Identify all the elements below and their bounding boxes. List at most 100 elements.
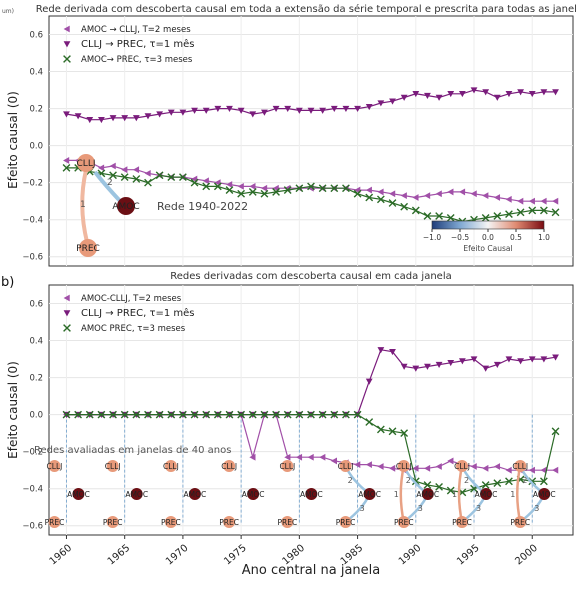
data-point — [482, 365, 490, 372]
inset-node-cllj-label: CLLJ — [77, 159, 96, 169]
data-point — [528, 197, 535, 205]
data-point — [319, 453, 326, 461]
window-network-1990: 21 3 CLLJ AMOC PREC — [394, 460, 439, 528]
data-point — [121, 115, 129, 122]
y-tick-label: −0.6 — [22, 253, 43, 263]
legend-label-1: CLLJ → PREC, τ=1 mês — [81, 307, 195, 319]
data-point — [447, 457, 454, 465]
data-point — [552, 354, 559, 361]
data-point — [225, 410, 234, 419]
data-point — [517, 89, 524, 96]
data-point — [493, 94, 501, 101]
data-point — [493, 463, 501, 470]
inset-network-label: Rede 1940-2022 — [157, 200, 248, 213]
window-node-cllj — [223, 460, 236, 472]
data-point — [213, 410, 222, 419]
data-point — [202, 177, 209, 185]
data-point — [458, 188, 466, 196]
window-node-label: CLLJ — [279, 462, 295, 471]
window-node-label: PREC — [219, 518, 239, 527]
data-point — [109, 410, 117, 419]
data-point — [62, 410, 71, 419]
window-edge-lag: 2 — [406, 476, 411, 485]
data-point — [435, 94, 443, 101]
x-tick-label: 2000 — [513, 543, 540, 568]
data-point — [120, 173, 129, 182]
data-point — [98, 164, 105, 172]
data-point — [493, 212, 502, 220]
colorbar-ticks: −1.0 −0.5 0.0 0.5 1.0 — [423, 229, 550, 242]
data-point — [307, 410, 315, 419]
window-node-prec — [48, 516, 61, 528]
y-tick-label: −0.4 — [22, 485, 43, 495]
data-point — [132, 166, 140, 174]
colorbar-tick-label: 1.0 — [538, 233, 550, 242]
window-network-1965: CLLJ AMOC PREC — [103, 460, 148, 528]
data-point — [481, 481, 490, 489]
panel-b-series — [62, 347, 560, 497]
data-point — [132, 115, 140, 122]
data-point — [458, 91, 466, 98]
window-node-prec — [281, 516, 294, 528]
data-point — [400, 192, 407, 200]
data-point — [447, 188, 454, 196]
data-point — [435, 361, 443, 369]
data-point — [516, 208, 525, 217]
window-node-prec — [456, 516, 469, 528]
data-point — [202, 410, 211, 419]
data-point — [540, 356, 548, 363]
data-point — [319, 107, 327, 114]
legend-marker-1 — [63, 41, 71, 48]
window-node-label: PREC — [394, 518, 414, 527]
data-point — [435, 463, 442, 470]
window-node-amoc — [130, 488, 143, 500]
data-point — [132, 175, 141, 183]
panel-a-ylabel: Efeito causal (0) — [6, 91, 20, 189]
data-point — [505, 356, 513, 363]
data-point — [249, 182, 256, 190]
window-edge-lag: 3 — [534, 504, 539, 513]
window-network-2000: 21 3 CLLJ AMOC PREC — [510, 460, 556, 528]
data-point — [470, 356, 478, 363]
data-point — [377, 188, 384, 196]
data-point — [191, 107, 198, 114]
data-point — [389, 348, 396, 356]
data-point — [272, 105, 280, 112]
data-point — [190, 410, 199, 419]
x-tick-label: 1990 — [397, 543, 424, 568]
data-point — [144, 170, 151, 177]
panel-b-window-networks: CLLJAMOCPRECCLLJAMOCPRECCLLJAMOCPRECCLLJ… — [45, 460, 556, 528]
data-point — [389, 190, 396, 198]
data-point — [552, 89, 559, 96]
data-point — [424, 192, 431, 200]
window-node-label: AMOC — [67, 490, 90, 499]
panel-b-chart: b) Redes derivadas com descoberta causal… — [1, 271, 574, 578]
window-edge-lag: 3 — [476, 504, 481, 513]
window-edge-lag: 1 — [394, 490, 399, 499]
data-point — [214, 105, 222, 112]
data-point — [85, 410, 94, 419]
data-point — [155, 171, 164, 180]
window-node-label: CLLJ — [221, 462, 237, 471]
data-point — [552, 466, 559, 474]
data-point — [284, 453, 291, 461]
data-point — [260, 189, 269, 198]
window-node-label: CLLJ — [454, 462, 470, 471]
panel-b-label: b) — [1, 275, 14, 290]
inset-edge-lag-1: 1 — [80, 200, 86, 210]
y-tick-label: 0.2 — [29, 105, 43, 115]
window-network-1980: CLLJ AMOC PREC — [277, 460, 323, 528]
data-point — [412, 464, 419, 472]
inset-edge-amoc-cllj — [93, 170, 123, 204]
data-point — [446, 213, 455, 222]
window-node-label: AMOC — [125, 490, 148, 499]
data-point — [249, 453, 256, 461]
data-point — [354, 105, 361, 112]
window-node-prec — [514, 516, 527, 528]
data-point — [517, 197, 524, 205]
inset-node-prec-label: PREC — [76, 244, 100, 254]
window-node-cllj — [397, 460, 410, 472]
data-point — [353, 410, 362, 419]
data-point — [330, 105, 338, 112]
data-point — [435, 212, 443, 220]
